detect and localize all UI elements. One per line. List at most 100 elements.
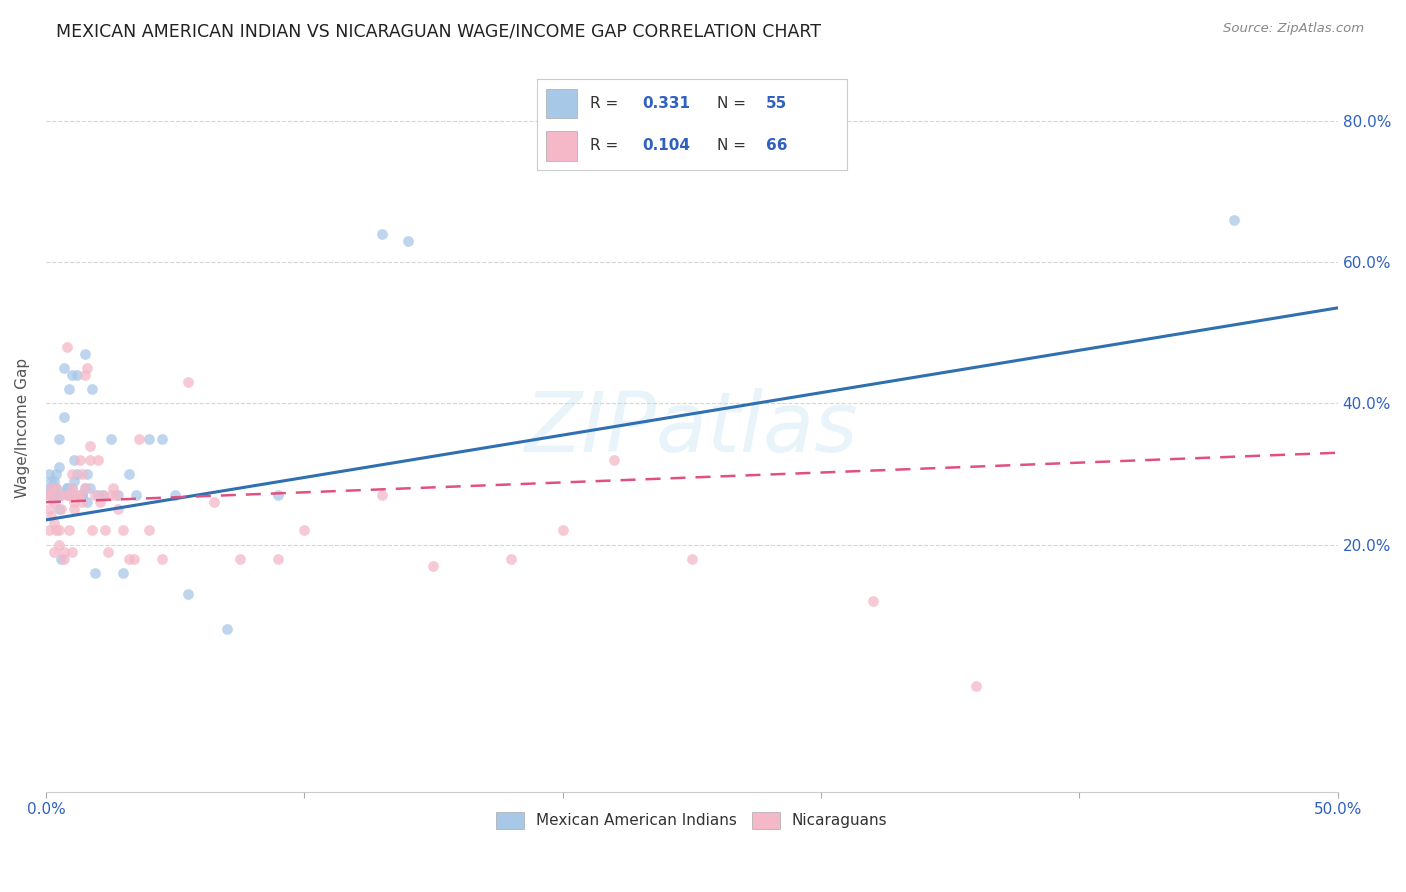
Point: [38, 502, 60, 516]
Point: [53, 410, 76, 425]
Point: [371, 488, 394, 502]
Point: [45, 481, 67, 495]
Point: [38, 467, 60, 481]
Point: [101, 481, 124, 495]
Point: [79, 452, 101, 467]
Point: [202, 495, 225, 509]
Point: [51, 502, 73, 516]
Point: [48, 538, 70, 552]
Point: [76, 467, 98, 481]
Point: [267, 551, 290, 566]
Point: [112, 524, 135, 538]
Point: [69, 452, 91, 467]
Point: [94, 524, 117, 538]
Point: [42, 481, 65, 495]
Point: [86, 488, 108, 502]
Point: [422, 558, 444, 573]
Point: [86, 452, 108, 467]
Point: [499, 551, 522, 566]
Point: [73, 481, 96, 495]
Point: [177, 375, 200, 389]
Point: [69, 488, 91, 502]
Point: [82, 382, 104, 396]
Point: [45, 467, 67, 481]
Point: [39, 481, 62, 495]
Point: [38, 488, 60, 502]
Point: [138, 524, 160, 538]
Point: [91, 488, 114, 502]
Point: [79, 439, 101, 453]
Point: [107, 488, 129, 502]
Point: [51, 488, 73, 502]
Point: [53, 544, 76, 558]
Point: [63, 495, 86, 509]
Point: [292, 524, 315, 538]
Point: [371, 227, 394, 241]
Point: [51, 551, 73, 566]
Point: [39, 481, 62, 495]
Point: [38, 524, 60, 538]
Point: [267, 488, 290, 502]
Point: [45, 488, 67, 502]
Point: [76, 360, 98, 375]
Point: [107, 502, 129, 516]
Point: [70, 488, 93, 502]
Point: [38, 488, 60, 502]
Point: [39, 488, 62, 502]
Point: [58, 488, 80, 502]
Point: [125, 488, 148, 502]
Text: Source: ZipAtlas.com: Source: ZipAtlas.com: [1223, 22, 1364, 36]
Point: [70, 495, 93, 509]
Point: [60, 481, 83, 495]
Point: [58, 524, 80, 538]
Point: [48, 502, 70, 516]
Point: [48, 524, 70, 538]
Point: [39, 474, 62, 488]
Text: ZIPatlas: ZIPatlas: [524, 387, 859, 468]
Point: [100, 432, 122, 446]
Point: [66, 467, 89, 481]
Point: [117, 467, 139, 481]
Point: [70, 467, 93, 481]
Point: [150, 551, 173, 566]
Point: [39, 509, 62, 524]
Point: [97, 544, 120, 558]
Point: [55, 481, 77, 495]
Point: [42, 488, 65, 502]
Point: [51, 488, 73, 502]
Point: [681, 551, 703, 566]
Y-axis label: Wage/Income Gap: Wage/Income Gap: [15, 358, 30, 498]
Point: [42, 544, 65, 558]
Point: [39, 488, 62, 502]
Point: [55, 488, 77, 502]
Point: [53, 551, 76, 566]
Point: [91, 488, 114, 502]
Point: [100, 488, 122, 502]
Point: [89, 495, 111, 509]
Point: [965, 679, 987, 693]
Point: [138, 432, 160, 446]
Point: [38, 481, 60, 495]
Point: [128, 432, 150, 446]
Point: [112, 566, 135, 580]
Point: [42, 516, 65, 531]
Point: [55, 340, 77, 354]
Point: [60, 368, 83, 382]
Point: [42, 495, 65, 509]
Point: [73, 368, 96, 382]
Point: [58, 488, 80, 502]
Point: [551, 524, 574, 538]
Point: [82, 524, 104, 538]
Point: [122, 551, 145, 566]
Point: [63, 452, 86, 467]
Point: [76, 495, 98, 509]
Point: [79, 481, 101, 495]
Point: [228, 551, 250, 566]
Point: [58, 382, 80, 396]
Point: [84, 566, 107, 580]
Point: [53, 360, 76, 375]
Point: [1223, 212, 1246, 227]
Point: [73, 347, 96, 361]
Point: [69, 488, 91, 502]
Point: [70, 488, 93, 502]
